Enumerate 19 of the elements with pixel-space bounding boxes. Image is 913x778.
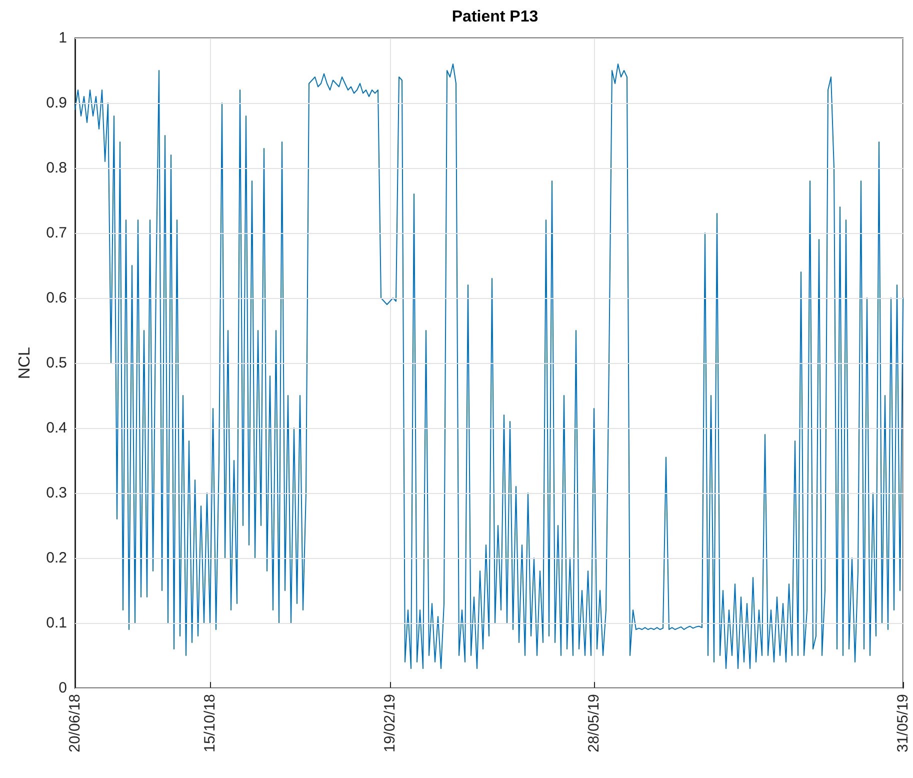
y-tick-label: 0.6	[46, 290, 67, 306]
x-tick-label: 20/06/18	[66, 694, 84, 752]
y-tick-label: 0	[58, 680, 67, 696]
y-tick-label: 1	[58, 30, 67, 46]
y-tick-label: 0.7	[46, 224, 67, 242]
y-tick-label: 0.1	[46, 614, 67, 632]
y-axis-title: NCL	[16, 346, 34, 380]
line-series	[74, 64, 904, 669]
x-tick-label: 31/05/19	[894, 694, 912, 752]
y-tick-label: 0.2	[46, 550, 67, 566]
y-tick-label: 0.8	[46, 160, 67, 176]
x-tick-label: 15/10/18	[202, 694, 218, 752]
y-tick-label: 0.9	[46, 94, 67, 112]
x-tick-label: 19/02/19	[382, 694, 398, 752]
x-tick-label: 28/05/19	[586, 694, 602, 752]
y-tick-label: 0.4	[46, 420, 67, 436]
chart-title: Patient P13	[452, 8, 538, 26]
y-tick-label: 0.3	[46, 484, 67, 502]
y-tick-label: 0.5	[46, 354, 67, 372]
